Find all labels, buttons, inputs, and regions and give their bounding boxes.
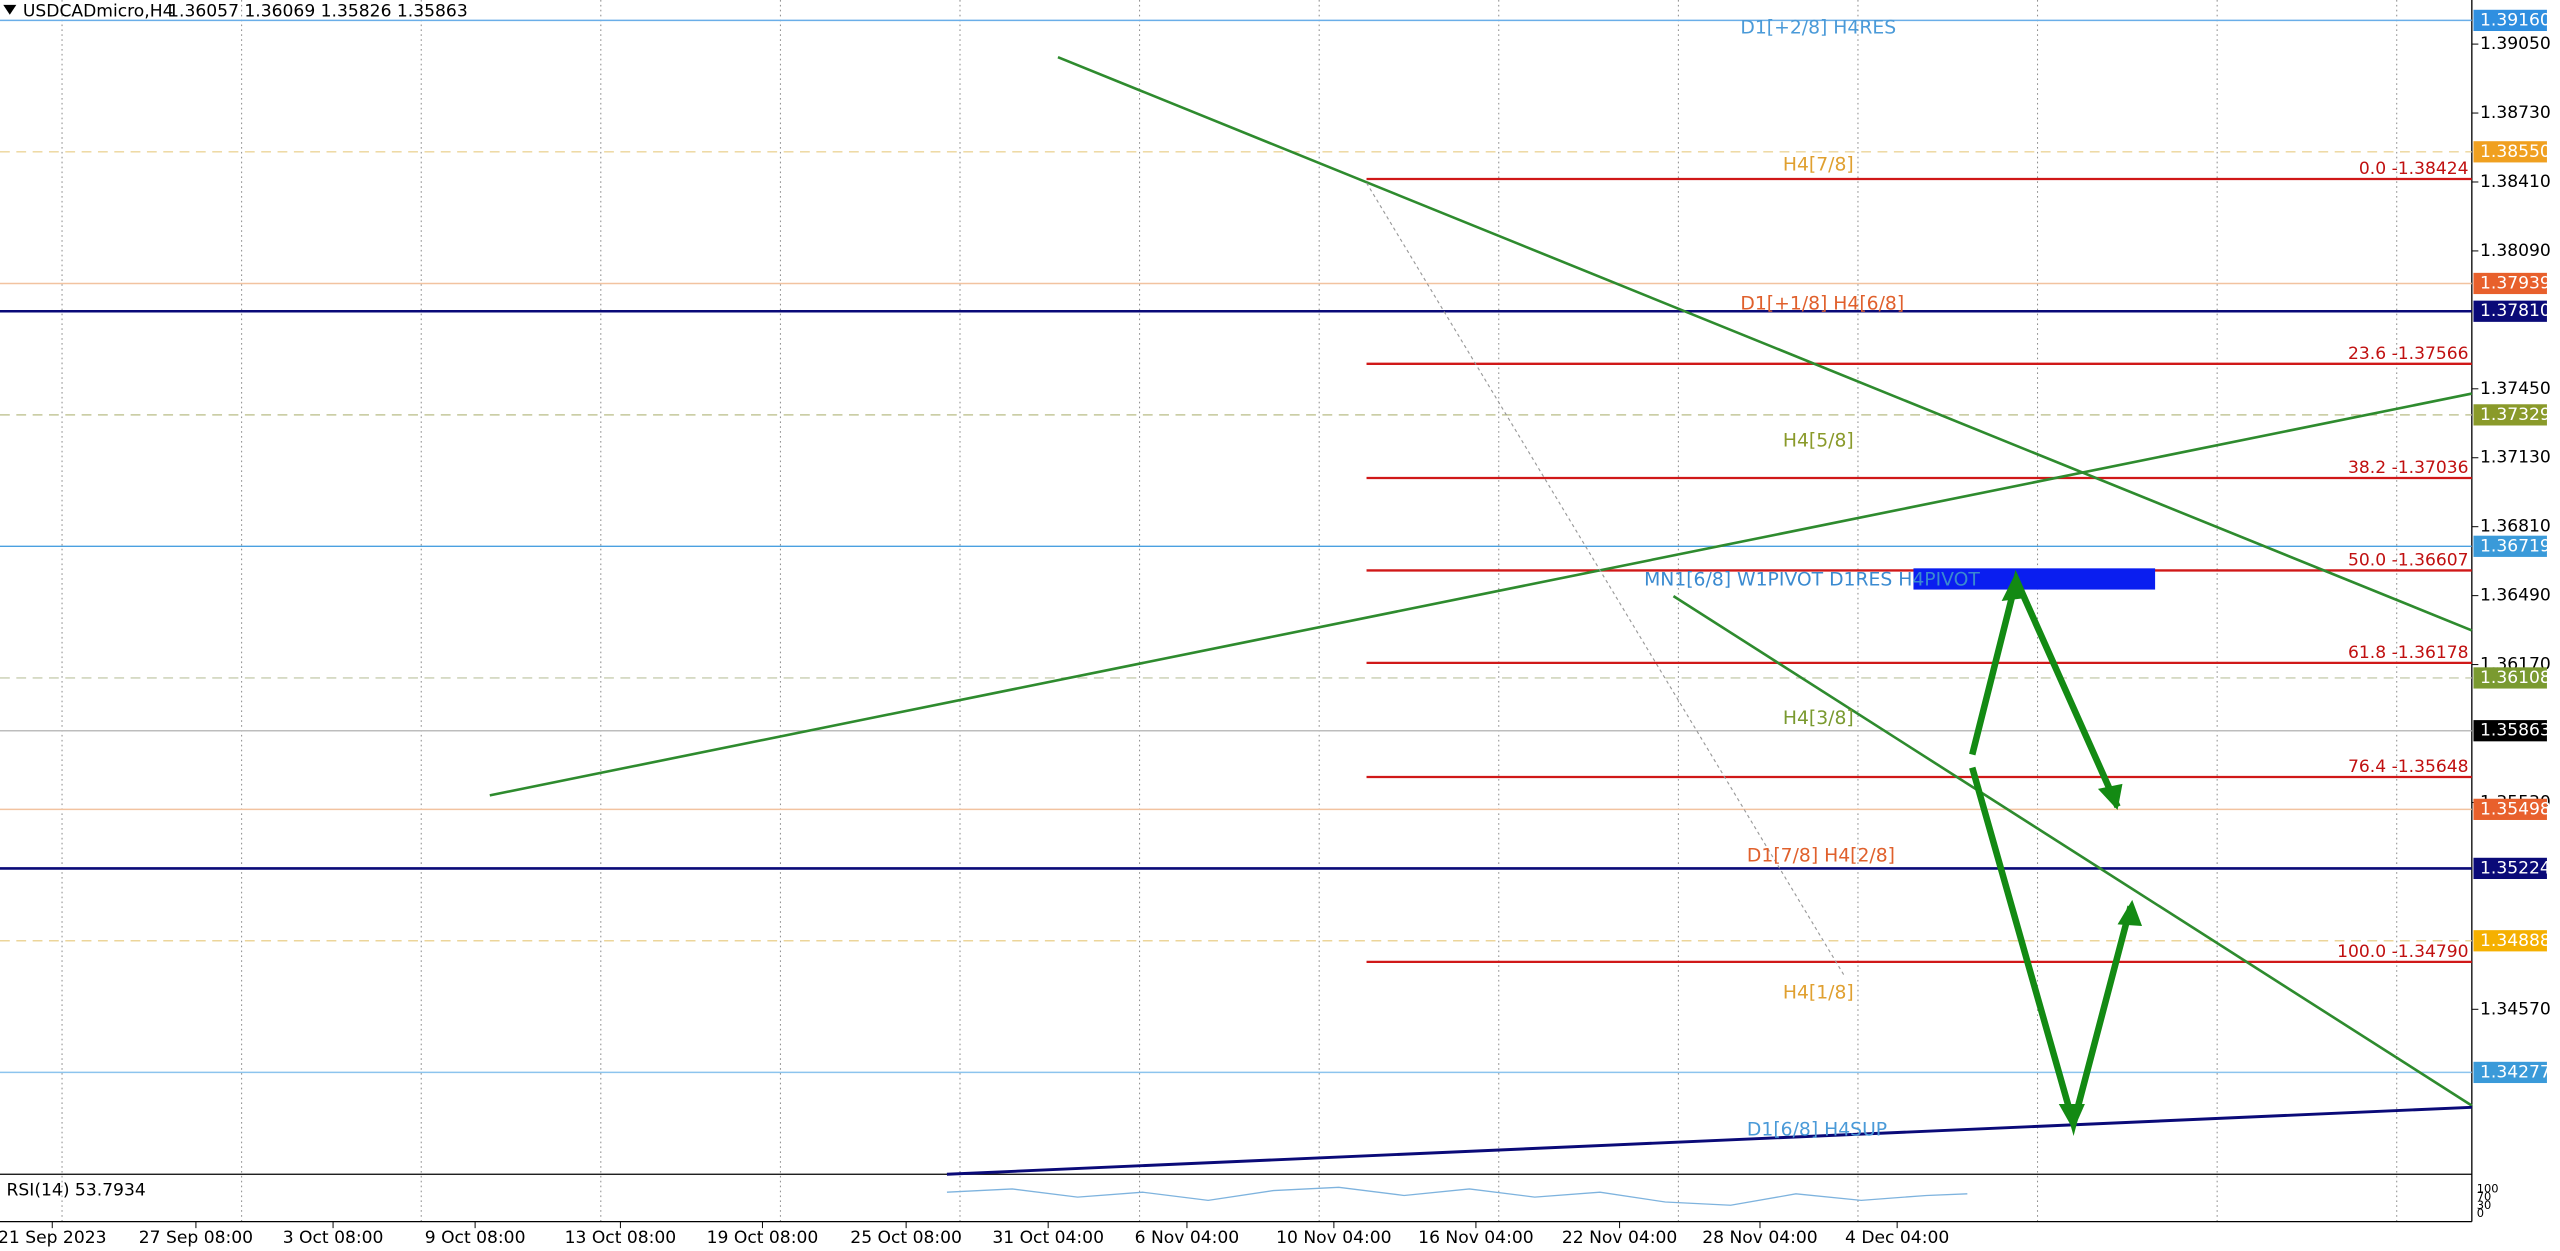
rsi-scale: 30 — [2477, 1198, 2492, 1212]
time-label: 28 Nov 04:00 — [1702, 1228, 1817, 1248]
price-tag — [2473, 404, 2547, 426]
murrey-label: D1[+1/8] H4[6/8] — [1740, 293, 1904, 314]
arrow-head — [2097, 783, 2123, 811]
price-label: 1.34570 — [2480, 999, 2551, 1019]
time-label: 27 Sep 08:00 — [139, 1228, 253, 1248]
fib-base — [1366, 182, 1846, 977]
fib-label: 38.2 -1.37036 — [2348, 458, 2469, 478]
price-tag — [2473, 667, 2547, 689]
trendline — [1672, 595, 2473, 1107]
price-tag — [2473, 9, 2547, 32]
time-label: 13 Oct 08:00 — [565, 1228, 677, 1248]
fib-label: 100.0 -1.34790 — [2337, 942, 2468, 962]
pivot-box — [1913, 568, 2156, 590]
time-label: 31 Oct 04:00 — [992, 1228, 1104, 1248]
price-tag — [2473, 272, 2547, 295]
time-label: 19 Oct 08:00 — [707, 1228, 819, 1248]
price-tag-text: 1.36719 — [2480, 536, 2551, 556]
rsi-scale: 70 — [2477, 1190, 2492, 1204]
murrey-label: H4[7/8] — [1783, 154, 1854, 175]
rsi-scale: 100 — [2477, 1181, 2499, 1195]
time-label: 25 Oct 08:00 — [850, 1228, 962, 1248]
rsi-label: RSI(14) 53.7934 — [7, 1181, 146, 1201]
murrey-label: MN1[6/8] W1PIVOT D1RES H4PIVOT — [1644, 569, 1980, 590]
price-tag — [2473, 300, 2547, 322]
time-label: 10 Nov 04:00 — [1276, 1228, 1391, 1248]
price-tag — [2473, 857, 2547, 880]
fib-label: 76.4 -1.35648 — [2348, 757, 2469, 777]
trendline — [946, 1105, 2472, 1176]
time-label: 16 Nov 04:00 — [1418, 1228, 1533, 1248]
price-tag-text: 1.34277 — [2480, 1062, 2551, 1082]
arrow-head — [2001, 571, 2028, 602]
price-tag-text: 1.35498 — [2480, 799, 2551, 819]
price-label: 1.37130 — [2480, 448, 2551, 468]
symbol: USDCADmicro,H4 — [23, 1, 174, 21]
price-tag-text: 1.36108 — [2480, 668, 2551, 688]
price-label: 1.36810 — [2480, 517, 2551, 537]
time-label: 4 Dec 04:00 — [1845, 1228, 1949, 1248]
murrey-label: H4[5/8] — [1783, 430, 1854, 451]
rsi-line — [946, 1186, 1968, 1206]
murrey-label: D1[7/8] H4[2/8] — [1747, 845, 1895, 866]
price-tag-text: 1.37329 — [2480, 405, 2551, 425]
fib-label: 23.6 -1.37566 — [2348, 344, 2469, 364]
time-label: 21 Sep 2023 — [0, 1228, 107, 1248]
time-label: 9 Oct 08:00 — [425, 1228, 526, 1248]
price-tag — [2473, 1061, 2547, 1084]
price-label: 1.39050 — [2480, 34, 2551, 54]
price-tag-text: 1.38550 — [2480, 142, 2551, 162]
price-tag — [2473, 720, 2547, 742]
price-tag-text: 1.34888 — [2480, 931, 2551, 951]
price-label: 1.38730 — [2480, 103, 2551, 123]
price-tag-text: 1.35863 — [2480, 721, 2551, 741]
price-tag — [2473, 930, 2547, 952]
price-tag-text: 1.37810 — [2480, 301, 2551, 321]
menu-arrow[interactable] — [3, 4, 17, 15]
trendline — [1057, 55, 2473, 632]
arrow-head — [2117, 899, 2143, 927]
time-label: 6 Nov 04:00 — [1135, 1228, 1240, 1248]
time-label: 22 Nov 04:00 — [1562, 1228, 1677, 1248]
price-label: 1.37450 — [2480, 379, 2551, 399]
price-tag — [2473, 141, 2547, 163]
murrey-label: H4[3/8] — [1783, 708, 1854, 729]
price-tag-text: 1.35224 — [2480, 858, 2551, 878]
price-tag — [2473, 798, 2547, 820]
price-tag — [2473, 535, 2547, 557]
trendline — [489, 392, 2473, 797]
price-tag-text: 1.37939 — [2480, 273, 2551, 293]
price-label: 1.36490 — [2480, 586, 2551, 606]
fib-label: 0.0 -1.38424 — [2359, 159, 2469, 179]
rsi-scale: 0 — [2477, 1206, 2484, 1220]
arrow-head — [2058, 1104, 2085, 1131]
price-label: 1.38090 — [2480, 241, 2551, 261]
murrey-label: D1[6/8] H4SUP — [1747, 1120, 1887, 1141]
fib-label: 61.8 -1.36178 — [2348, 643, 2469, 663]
fib-label: 50.0 -1.36607 — [2348, 551, 2469, 571]
ohlc: 1.36057 1.36069 1.35826 1.35863 — [168, 1, 468, 21]
price-tag-text: 1.39160 — [2480, 10, 2551, 30]
time-label: 3 Oct 08:00 — [283, 1228, 384, 1248]
drawings — [3, 4, 2473, 1176]
murrey-label: D1[+2/8] H4RES — [1740, 17, 1896, 38]
labels: 1.39050 1.38730 1.38410 1.38090 1.37450 1.371… — [0, 9, 2551, 1248]
price-label: 1.38410 — [2480, 172, 2551, 192]
murrey-label: H4[1/8] — [1783, 982, 1854, 1003]
